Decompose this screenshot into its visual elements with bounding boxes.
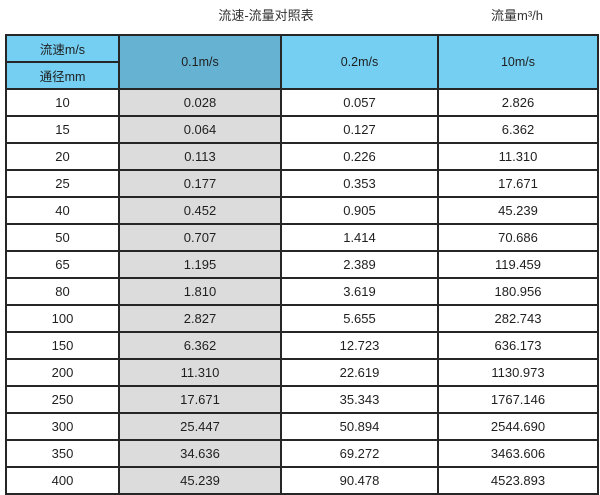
flow-value-cell: 0.353 xyxy=(280,169,439,198)
table-header: 流速m/s 0.1m/s 0.2m/s 10m/s 通径mm xyxy=(5,34,599,90)
flow-value-cell: 3463.606 xyxy=(437,439,599,468)
flow-value-cell: 45.239 xyxy=(437,196,599,225)
table-row: 65 1.195 2.389 119.459 xyxy=(5,250,599,279)
diameter-cell: 10 xyxy=(5,88,120,117)
flow-value-cell: 11.310 xyxy=(437,142,599,171)
column-header-0-2ms: 0.2m/s xyxy=(280,34,439,90)
flow-value-cell: 0.177 xyxy=(118,169,282,198)
table-body: 10 0.028 0.057 2.826 15 0.064 0.127 6.362 20 0.11… xyxy=(5,88,599,495)
table-row: 15 0.064 0.127 6.362 xyxy=(5,115,599,144)
diameter-cell: 200 xyxy=(5,358,120,387)
corner-velocity-label: 流速m/s xyxy=(5,34,120,63)
flow-value-cell: 1.810 xyxy=(118,277,282,306)
table-row: 100 2.827 5.655 282.743 xyxy=(5,304,599,333)
flow-value-cell: 2.827 xyxy=(118,304,282,333)
diameter-cell: 65 xyxy=(5,250,120,279)
diameter-cell: 15 xyxy=(5,115,120,144)
table-row: 150 6.362 12.723 636.173 xyxy=(5,331,599,360)
table-row: 400 45.239 90.478 4523.893 xyxy=(5,466,599,495)
flow-value-cell: 0.028 xyxy=(118,88,282,117)
flow-value-cell: 17.671 xyxy=(437,169,599,198)
flow-value-cell: 12.723 xyxy=(280,331,439,360)
flow-value-cell: 17.671 xyxy=(118,385,282,414)
diameter-cell: 100 xyxy=(5,304,120,333)
flow-value-cell: 2.826 xyxy=(437,88,599,117)
flow-value-cell: 1130.973 xyxy=(437,358,599,387)
table-row: 200 11.310 22.619 1130.973 xyxy=(5,358,599,387)
column-header-10ms: 10m/s xyxy=(437,34,599,90)
flow-value-cell: 5.655 xyxy=(280,304,439,333)
flow-value-cell: 0.057 xyxy=(280,88,439,117)
flow-value-cell: 636.173 xyxy=(437,331,599,360)
header-row-bottom: 通径mm xyxy=(5,61,598,90)
diameter-cell: 20 xyxy=(5,142,120,171)
flow-value-cell: 0.707 xyxy=(118,223,282,252)
flow-value-cell: 1767.146 xyxy=(437,385,599,414)
flow-value-cell: 0.064 xyxy=(118,115,282,144)
page-title: 流速-流量对照表 xyxy=(218,8,314,23)
flow-value-cell: 3.619 xyxy=(280,277,439,306)
table-row: 350 34.636 69.272 3463.606 xyxy=(5,439,599,468)
table-row: 20 0.113 0.226 11.310 xyxy=(5,142,599,171)
flow-value-cell: 6.362 xyxy=(437,115,599,144)
table-row: 40 0.452 0.905 45.239 xyxy=(5,196,599,225)
flow-value-cell: 4523.893 xyxy=(437,466,599,495)
diameter-cell: 40 xyxy=(5,196,120,225)
diameter-cell: 50 xyxy=(5,223,120,252)
flow-value-cell: 70.686 xyxy=(437,223,599,252)
flow-value-cell: 2.389 xyxy=(280,250,439,279)
flow-unit-label: 流量m³/h xyxy=(490,8,544,23)
diameter-cell: 250 xyxy=(5,385,120,414)
flow-value-cell: 50.894 xyxy=(280,412,439,441)
flow-value-cell: 34.636 xyxy=(118,439,282,468)
flow-value-cell: 0.127 xyxy=(280,115,439,144)
flow-value-cell: 11.310 xyxy=(118,358,282,387)
flow-value-cell: 35.343 xyxy=(280,385,439,414)
flow-value-cell: 25.447 xyxy=(118,412,282,441)
flow-value-cell: 0.452 xyxy=(118,196,282,225)
table-row: 10 0.028 0.057 2.826 xyxy=(5,88,599,117)
flow-value-cell: 0.113 xyxy=(118,142,282,171)
flow-value-cell: 45.239 xyxy=(118,466,282,495)
diameter-cell: 350 xyxy=(5,439,120,468)
flow-value-cell: 119.459 xyxy=(437,250,599,279)
table-row: 250 17.671 35.343 1767.146 xyxy=(5,385,599,414)
diameter-cell: 300 xyxy=(5,412,120,441)
table-row: 50 0.707 1.414 70.686 xyxy=(5,223,599,252)
flow-value-cell: 1.195 xyxy=(118,250,282,279)
flow-value-cell: 6.362 xyxy=(118,331,282,360)
flow-rate-table: 流速m/s 0.1m/s 0.2m/s 10m/s 通径mm 10 0.028 0.… xyxy=(5,34,599,495)
diameter-cell: 80 xyxy=(5,277,120,306)
flow-value-cell: 2544.690 xyxy=(437,412,599,441)
flow-value-cell: 0.905 xyxy=(280,196,439,225)
flow-value-cell: 1.414 xyxy=(280,223,439,252)
diameter-cell: 25 xyxy=(5,169,120,198)
flow-value-cell: 69.272 xyxy=(280,439,439,468)
flow-value-cell: 22.619 xyxy=(280,358,439,387)
diameter-cell: 150 xyxy=(5,331,120,360)
flow-value-cell: 0.226 xyxy=(280,142,439,171)
diameter-cell: 400 xyxy=(5,466,120,495)
flow-value-cell: 90.478 xyxy=(280,466,439,495)
flow-value-cell: 180.956 xyxy=(437,277,599,306)
column-header-0-1ms: 0.1m/s xyxy=(118,34,282,90)
flow-value-cell: 282.743 xyxy=(437,304,599,333)
table-row: 25 0.177 0.353 17.671 xyxy=(5,169,599,198)
header-row-top: 流速m/s 0.1m/s 0.2m/s 10m/s xyxy=(5,34,599,90)
table-row: 80 1.810 3.619 180.956 xyxy=(5,277,599,306)
table-row: 300 25.447 50.894 2544.690 xyxy=(5,412,599,441)
corner-diameter-label: 通径mm xyxy=(5,61,120,90)
